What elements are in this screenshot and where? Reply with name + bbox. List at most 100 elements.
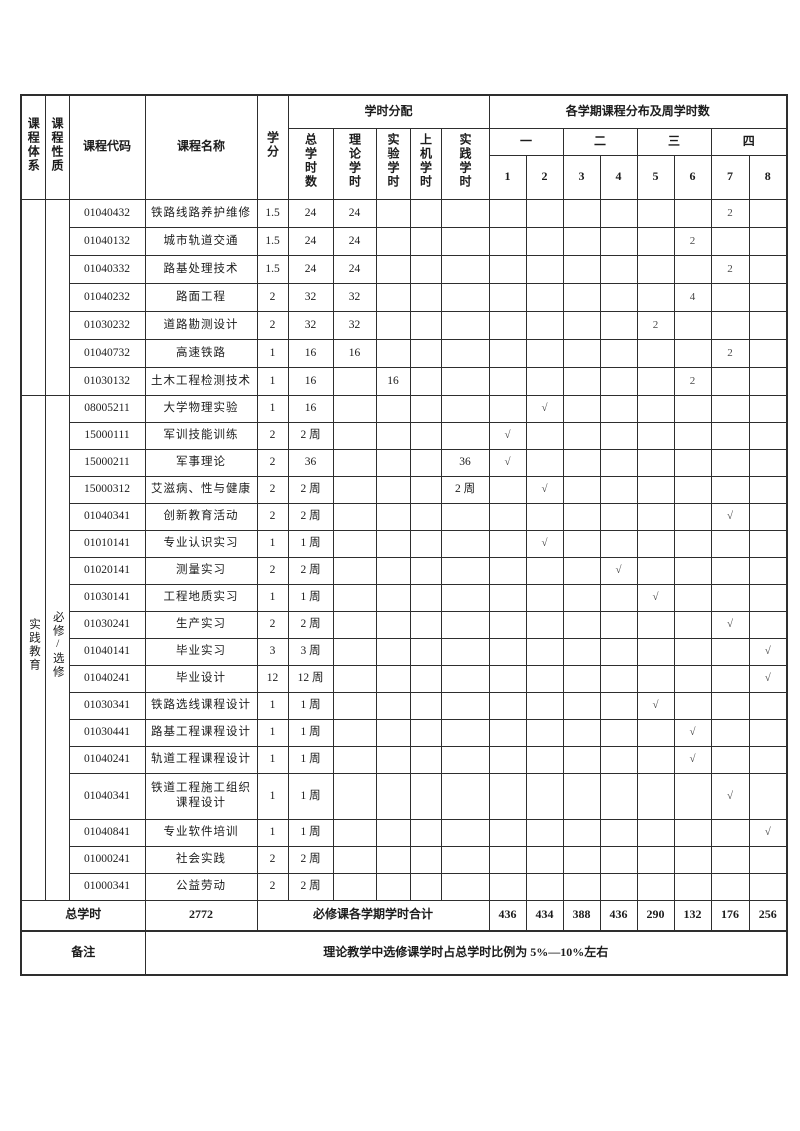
semester-1-cell bbox=[488, 691, 527, 720]
semester-8-cell bbox=[748, 556, 788, 585]
theory-hours-cell bbox=[332, 718, 377, 747]
semester-6-cell: √ bbox=[673, 718, 712, 747]
semester-5-cell bbox=[636, 254, 675, 284]
credit-cell: 2 bbox=[256, 610, 289, 639]
experiment-hours-cell: 16 bbox=[375, 366, 411, 396]
semester-3-cell bbox=[562, 583, 601, 612]
credit-cell: 1 bbox=[256, 529, 289, 558]
semester-6-cell bbox=[673, 475, 712, 504]
credit-cell: 1 bbox=[256, 366, 289, 396]
course-code-cell: 01030232 bbox=[68, 310, 146, 340]
header-computer-hours: 上机学时 bbox=[409, 127, 442, 200]
course-name-cell: 社会实践 bbox=[144, 845, 258, 874]
computer-hours-cell bbox=[409, 475, 442, 504]
semester-3-cell bbox=[562, 254, 601, 284]
total-hours-cell: 24 bbox=[287, 226, 334, 256]
semester-5-cell bbox=[636, 872, 675, 901]
total-hours-cell: 2 周 bbox=[287, 475, 334, 504]
total-hours-cell: 1 周 bbox=[287, 718, 334, 747]
credit-cell: 1 bbox=[256, 745, 289, 774]
semester-6-cell bbox=[673, 818, 712, 847]
computer-hours-cell bbox=[409, 772, 442, 820]
course-name-cell: 生产实习 bbox=[144, 610, 258, 639]
theory-hours-cell bbox=[332, 845, 377, 874]
course-code-cell: 01030241 bbox=[68, 610, 146, 639]
header-semester-3: 3 bbox=[562, 154, 601, 200]
experiment-hours-cell bbox=[375, 448, 411, 477]
semester-5-cell: √ bbox=[636, 583, 675, 612]
semester-2-cell bbox=[525, 872, 564, 901]
total-hours-cell: 2 周 bbox=[287, 845, 334, 874]
course-name-cell: 大学物理实验 bbox=[144, 394, 258, 423]
semester-7-cell bbox=[710, 818, 750, 847]
credit-cell: 1 bbox=[256, 718, 289, 747]
course-row: 01040132 城市轨道交通 1.5 24 24 2 bbox=[21, 226, 788, 256]
semester-8-cell: √ bbox=[748, 664, 788, 693]
credit-cell: 2 bbox=[256, 421, 289, 450]
semester-3-cell bbox=[562, 502, 601, 531]
theory-hours-cell bbox=[332, 772, 377, 820]
semester-6-cell bbox=[673, 872, 712, 901]
header-semester-6: 6 bbox=[673, 154, 712, 200]
course-row: 01040341 铁道工程施工组织课程设计 1 1 周 √ bbox=[21, 772, 788, 820]
practice-hours-cell bbox=[440, 845, 490, 874]
semester-6-cell bbox=[673, 556, 712, 585]
course-row: 01040432 铁路线路养护维修 1.5 24 24 2 bbox=[20, 198, 788, 396]
experiment-hours-cell bbox=[375, 845, 411, 874]
course-name-cell: 土木工程检测技术 bbox=[144, 366, 258, 396]
semester-7-cell: 2 bbox=[710, 198, 750, 228]
semester-5-cell bbox=[636, 745, 675, 774]
course-nature-cell: 必修/选修 bbox=[44, 394, 70, 901]
semester-6-cell bbox=[673, 772, 712, 820]
theory-hours-cell: 24 bbox=[332, 226, 377, 256]
semester-6-cell bbox=[673, 610, 712, 639]
semester-5-cell bbox=[636, 448, 675, 477]
course-row: 01040141 毕业实习 3 3 周 √ bbox=[21, 637, 788, 666]
remark-row: 备注 理论教学中选修课学时占总学时比例为 5%—10%左右 bbox=[20, 930, 788, 976]
practice-hours-cell bbox=[440, 254, 490, 284]
experiment-hours-cell bbox=[375, 772, 411, 820]
total-hours-cell: 2 周 bbox=[287, 556, 334, 585]
credit-cell: 1 bbox=[256, 691, 289, 720]
course-name-cell: 军事理论 bbox=[144, 448, 258, 477]
semester-7-cell bbox=[710, 637, 750, 666]
theory-hours-cell bbox=[332, 664, 377, 693]
semester-1-cell bbox=[488, 282, 527, 312]
semester-8-cell bbox=[748, 366, 788, 396]
header-year-4: 四 bbox=[710, 127, 788, 156]
semester-1-cell bbox=[488, 664, 527, 693]
semester-7-cell bbox=[710, 475, 750, 504]
semester-3-cell bbox=[562, 610, 601, 639]
experiment-hours-cell bbox=[375, 394, 411, 423]
semester-4-cell: √ bbox=[599, 556, 638, 585]
computer-hours-cell bbox=[409, 366, 442, 396]
course-name-cell: 专业认识实习 bbox=[144, 529, 258, 558]
theory-hours-cell bbox=[332, 421, 377, 450]
semester-3-cell bbox=[562, 872, 601, 901]
totals-grand-value: 2772 bbox=[144, 899, 258, 932]
course-row: 01040332 路基处理技术 1.5 24 24 2 bbox=[21, 254, 788, 284]
course-code-cell: 01000341 bbox=[68, 872, 146, 901]
total-hours-cell: 2 周 bbox=[287, 872, 334, 901]
experiment-hours-cell bbox=[375, 664, 411, 693]
computer-hours-cell bbox=[409, 664, 442, 693]
semester-1-cell bbox=[488, 718, 527, 747]
theory-hours-cell bbox=[332, 394, 377, 423]
semester-1-cell bbox=[488, 226, 527, 256]
semester-7-cell bbox=[710, 282, 750, 312]
course-name-cell: 道路勘测设计 bbox=[144, 310, 258, 340]
course-code-cell: 01030132 bbox=[68, 366, 146, 396]
experiment-hours-cell bbox=[375, 718, 411, 747]
header-semester-5: 5 bbox=[636, 154, 675, 200]
semester-1-cell bbox=[488, 502, 527, 531]
credit-cell: 1.5 bbox=[256, 254, 289, 284]
remark-text: 理论教学中选修课学时占总学时比例为 5%—10%左右 bbox=[144, 930, 788, 976]
experiment-hours-cell bbox=[375, 818, 411, 847]
credit-cell: 3 bbox=[256, 637, 289, 666]
experiment-hours-cell bbox=[375, 226, 411, 256]
header-course-code: 课程代码 bbox=[68, 94, 146, 200]
computer-hours-cell bbox=[409, 637, 442, 666]
credit-cell: 2 bbox=[256, 448, 289, 477]
experiment-hours-cell bbox=[375, 338, 411, 368]
total-hours-cell: 1 周 bbox=[287, 772, 334, 820]
